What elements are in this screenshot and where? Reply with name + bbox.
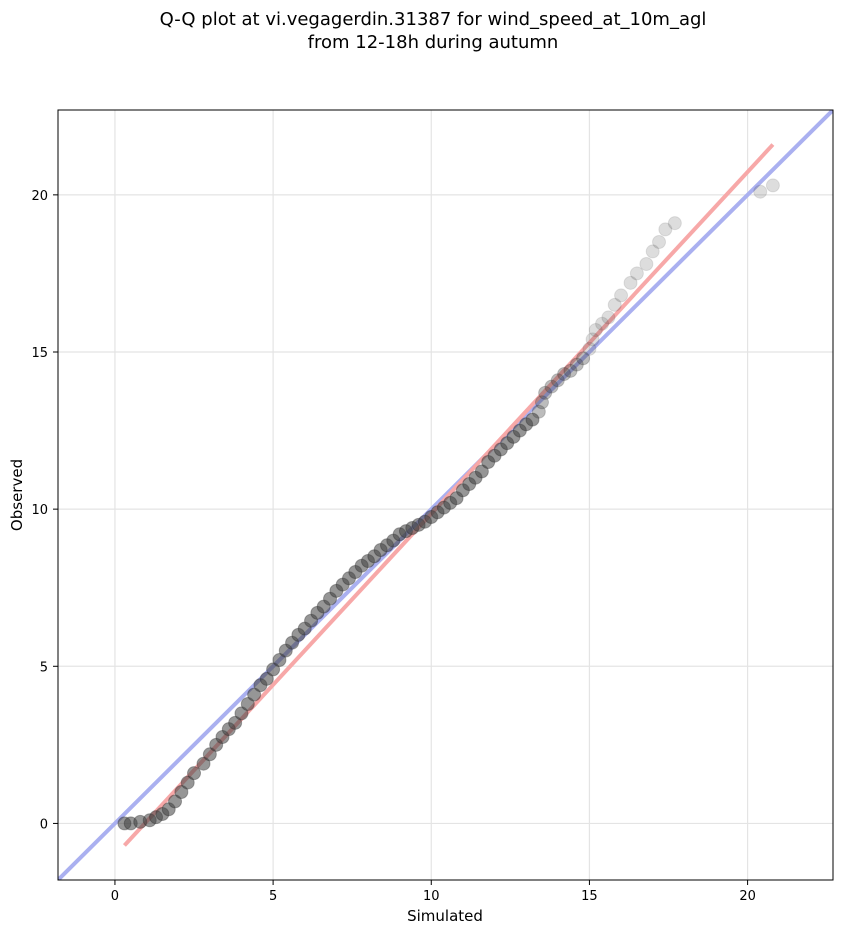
- data-point-18: [240, 697, 255, 711]
- y-tick-label-0: 0: [40, 817, 48, 832]
- x-tick-label-2: 10: [423, 889, 440, 904]
- data-point-70: [563, 363, 578, 378]
- x-tick-label-4: 20: [739, 889, 756, 904]
- data-point-77: [601, 310, 616, 325]
- x-tick-label-0: 0: [111, 889, 119, 904]
- chart-title-line-2: from 12-18h during autumn: [308, 32, 559, 53]
- x-tick-label-1: 5: [269, 889, 277, 904]
- x-axis-label: Simulated: [407, 907, 483, 925]
- data-point-16: [228, 715, 243, 730]
- y-tick-label-4: 20: [31, 189, 48, 204]
- data-point-7: [168, 794, 183, 809]
- data-point-17: [234, 706, 249, 721]
- data-point-69: [557, 367, 572, 381]
- data-point-67: [544, 379, 559, 394]
- data-point-22: [266, 662, 281, 677]
- data-point-75: [588, 323, 603, 337]
- y-tick-label-1: 5: [40, 660, 48, 675]
- data-point-65: [534, 395, 549, 410]
- data-point-85: [658, 222, 673, 237]
- data-point-8: [174, 785, 189, 799]
- data-point-21: [259, 671, 274, 686]
- data-point-84: [652, 235, 667, 249]
- data-point-73: [582, 341, 597, 356]
- chart-title-line-1: Q-Q plot at vi.vegagerdin.31387 for wind…: [160, 9, 707, 30]
- x-axis-ticks: 0 5 10 15 20: [111, 880, 756, 904]
- data-point-55: [474, 464, 489, 479]
- data-point-86: [667, 216, 682, 231]
- plot-frame: [57, 109, 834, 881]
- data-points: [117, 178, 780, 831]
- data-point-23: [272, 653, 287, 667]
- data-point-81: [629, 266, 644, 281]
- data-point-71: [569, 357, 584, 372]
- data-point-80: [623, 275, 638, 290]
- data-point-66: [538, 385, 553, 400]
- y-axis-label: Observed: [8, 459, 26, 531]
- data-point-63: [525, 412, 540, 427]
- data-point-79: [614, 288, 629, 303]
- data-point-64: [531, 404, 546, 419]
- data-point-88: [765, 178, 780, 193]
- reference-lines: [58, 110, 833, 880]
- data-point-12: [202, 747, 217, 762]
- identity-reference-line: [58, 110, 833, 880]
- x-tick-label-3: 15: [581, 889, 598, 904]
- grid-lines: [58, 110, 833, 880]
- y-tick-label-3: 15: [31, 346, 48, 361]
- data-point-68: [550, 373, 565, 388]
- data-point-83: [645, 244, 660, 259]
- chart-title: Q-Q plot at vi.vegagerdin.31387 for wind…: [160, 9, 707, 53]
- data-point-72: [576, 351, 591, 366]
- data-point-82: [639, 257, 654, 271]
- data-point-74: [585, 332, 600, 347]
- data-point-87: [753, 184, 768, 199]
- data-point-11: [196, 756, 211, 771]
- y-axis-ticks: 0 5 10 15 20: [31, 189, 58, 832]
- data-point-78: [607, 297, 622, 312]
- data-point-9: [180, 775, 195, 790]
- data-point-19: [247, 687, 262, 702]
- y-tick-label-2: 10: [31, 503, 48, 518]
- data-point-76: [595, 316, 610, 331]
- data-point-10: [187, 766, 202, 781]
